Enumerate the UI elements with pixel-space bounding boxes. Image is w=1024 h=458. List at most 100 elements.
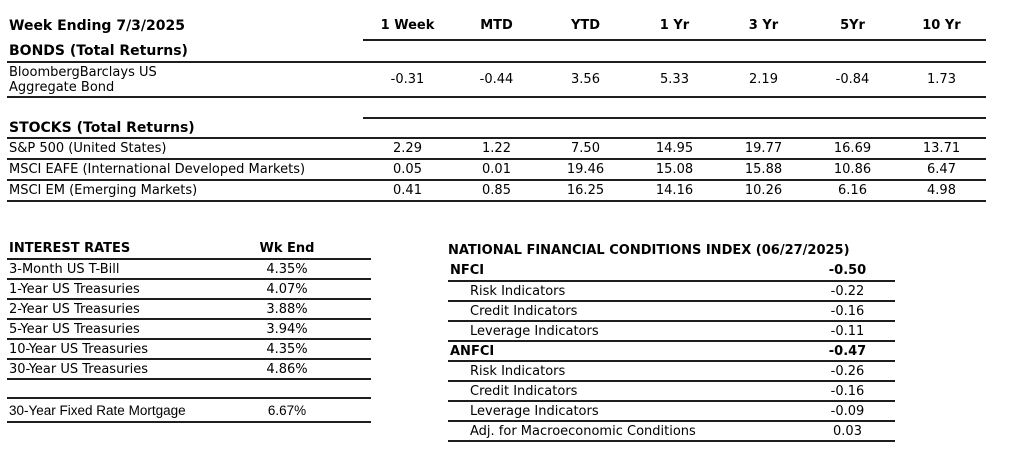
empty-cell <box>719 97 808 119</box>
rate-row-1-year-treasuries: 1-Year US Treasuries 4.07% <box>7 279 371 300</box>
return-value: 13.71 <box>897 138 986 160</box>
return-value: 15.08 <box>630 159 719 181</box>
return-value: 16.25 <box>541 180 630 202</box>
nfci-label: Adj. for Macroeconomic Conditions <box>448 421 800 442</box>
return-value: 5.33 <box>630 62 719 98</box>
bonds-section-label: BONDS (Total Returns) <box>7 40 363 63</box>
stock-row-label: S&P 500 (United States) <box>7 138 363 160</box>
empty-cell <box>897 118 986 139</box>
col-header-ytd: YTD <box>541 12 630 41</box>
return-value: 3.56 <box>541 62 630 98</box>
rate-label: 10-Year US Treasuries <box>7 339 203 360</box>
rate-value: 4.35% <box>203 259 371 280</box>
return-value: 16.69 <box>808 138 897 160</box>
empty-cell <box>630 118 719 139</box>
week-ending-title: Week Ending 7/3/2025 <box>9 18 186 34</box>
nfci-label: Credit Indicators <box>448 301 800 322</box>
bond-row-label: BloombergBarclays US Aggregate Bond <box>7 62 363 98</box>
stock-index-row-msci-em: MSCI EM (Emerging Markets) 0.41 0.85 16.… <box>7 180 986 202</box>
nfci-value: -0.26 <box>800 361 895 382</box>
nfci-table: NATIONAL FINANCIAL CONDITIONS INDEX (06/… <box>448 239 895 442</box>
empty-cell <box>363 118 452 139</box>
empty-cell <box>808 118 897 139</box>
nfci-row-leverage-indicators: Leverage Indicators -0.11 <box>448 321 895 342</box>
rate-value: 6.67% <box>203 398 371 423</box>
stocks-section-row: STOCKS (Total Returns) <box>7 118 986 139</box>
interest-rates-table: INTEREST RATES Wk End 3-Month US T-Bill … <box>7 239 371 423</box>
anfci-row-leverage-indicators: Leverage Indicators -0.09 <box>448 401 895 422</box>
empty-cell <box>203 379 371 399</box>
empty-cell <box>897 40 986 63</box>
interest-rates-header-row: INTEREST RATES Wk End <box>7 239 371 260</box>
stock-index-row-msci-eafe: MSCI EAFE (International Developed Marke… <box>7 159 986 181</box>
bond-index-row: BloombergBarclays US Aggregate Bond -0.3… <box>7 62 986 98</box>
return-value: 0.41 <box>363 180 452 202</box>
return-value: 2.19 <box>719 62 808 98</box>
rate-value: 3.88% <box>203 299 371 320</box>
nfci-label: Credit Indicators <box>448 381 800 402</box>
bond-name-line1: BloombergBarclays US <box>9 64 157 80</box>
return-value: 6.47 <box>897 159 986 181</box>
nfci-label: NFCI <box>448 261 800 282</box>
return-value: -0.84 <box>808 62 897 98</box>
returns-header-row: Week Ending 7/3/2025 1 Week MTD YTD 1 Yr… <box>7 12 986 41</box>
nfci-table-title: NATIONAL FINANCIAL CONDITIONS INDEX (06/… <box>448 242 850 258</box>
empty-cell <box>7 97 363 118</box>
return-value: 7.50 <box>541 138 630 160</box>
spacer-row <box>7 379 371 399</box>
empty-cell <box>7 379 203 399</box>
empty-cell <box>808 97 897 119</box>
empty-cell <box>363 40 452 63</box>
empty-cell <box>541 40 630 63</box>
rate-label: 3-Month US T-Bill <box>7 259 203 280</box>
nfci-value: -0.22 <box>800 281 895 302</box>
nfci-row-nfci: NFCI -0.50 <box>448 261 895 282</box>
return-value: 6.16 <box>808 180 897 202</box>
return-value: 2.29 <box>363 138 452 160</box>
nfci-label: Leverage Indicators <box>448 321 800 342</box>
empty-cell <box>808 40 897 63</box>
return-value: 4.98 <box>897 180 986 202</box>
return-value: 15.88 <box>719 159 808 181</box>
nfci-value: 0.03 <box>800 421 895 442</box>
return-value: 19.46 <box>541 159 630 181</box>
col-header-mtd: MTD <box>452 12 541 41</box>
rate-row-10-year-treasuries: 10-Year US Treasuries 4.35% <box>7 339 371 360</box>
rate-row-3-month-t-bill: 3-Month US T-Bill 4.35% <box>7 259 371 280</box>
return-value: 14.95 <box>630 138 719 160</box>
stock-row-label: MSCI EAFE (International Developed Marke… <box>7 159 363 181</box>
rate-row-30-year-treasuries: 30-Year US Treasuries 4.86% <box>7 359 371 380</box>
nfci-title-row: NATIONAL FINANCIAL CONDITIONS INDEX (06/… <box>448 239 895 261</box>
nfci-label: Leverage Indicators <box>448 401 800 422</box>
empty-cell <box>719 118 808 139</box>
rate-label: 1-Year US Treasuries <box>7 279 203 300</box>
col-header-5-yr: 5Yr <box>808 12 897 41</box>
anfci-row-risk-indicators: Risk Indicators -0.26 <box>448 361 895 382</box>
empty-cell <box>452 118 541 139</box>
empty-cell <box>897 97 986 119</box>
return-value: 10.86 <box>808 159 897 181</box>
empty-cell <box>630 97 719 119</box>
stock-row-label: MSCI EM (Emerging Markets) <box>7 180 363 202</box>
nfci-label: ANFCI <box>448 341 800 362</box>
return-value: -0.44 <box>452 62 541 98</box>
rate-value: 3.94% <box>203 319 371 340</box>
return-value: 0.01 <box>452 159 541 181</box>
return-value: 0.05 <box>363 159 452 181</box>
empty-cell <box>452 97 541 119</box>
interest-rates-title: INTEREST RATES <box>7 239 203 260</box>
bonds-section-row: BONDS (Total Returns) <box>7 40 986 63</box>
return-value: 1.73 <box>897 62 986 98</box>
col-header-3-yr: 3 Yr <box>719 12 808 41</box>
empty-cell <box>630 40 719 63</box>
bond-name-line2: Aggregate Bond <box>9 79 115 95</box>
return-value: 0.85 <box>452 180 541 202</box>
nfci-row-credit-indicators: Credit Indicators -0.16 <box>448 301 895 322</box>
nfci-value: -0.16 <box>800 381 895 402</box>
return-value: 10.26 <box>719 180 808 202</box>
col-header-1-yr: 1 Yr <box>630 12 719 41</box>
rate-label: 30-Year Fixed Rate Mortgage <box>7 398 203 423</box>
empty-cell <box>541 118 630 139</box>
nfci-value: -0.16 <box>800 301 895 322</box>
nfci-value: -0.47 <box>800 341 895 362</box>
